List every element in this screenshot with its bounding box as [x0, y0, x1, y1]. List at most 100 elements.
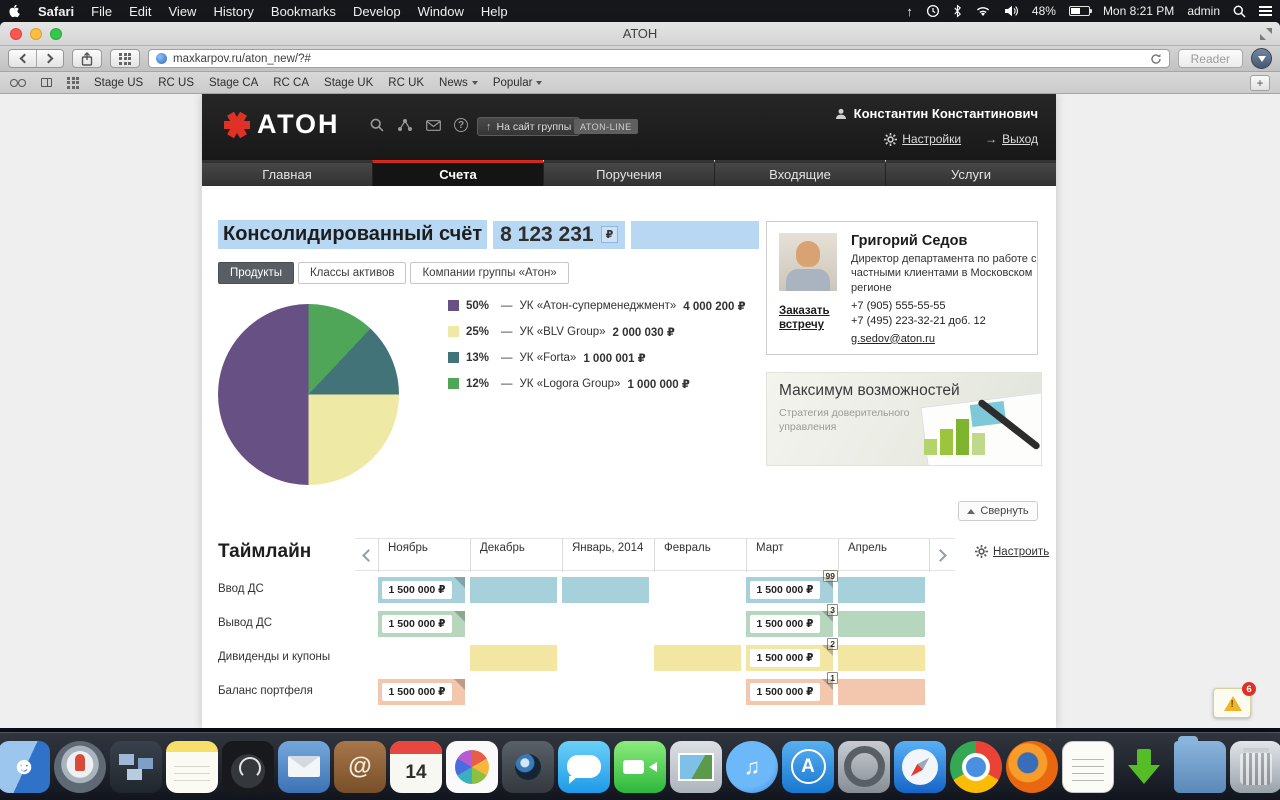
- timeline-next-button[interactable]: [931, 539, 953, 572]
- dock-icon-mail[interactable]: [278, 740, 330, 793]
- manager-email-link[interactable]: g.sedov@aton.ru: [851, 332, 935, 345]
- menubar-item-bookmarks[interactable]: Bookmarks: [270, 3, 336, 19]
- menubar-item-safari[interactable]: Safari: [38, 3, 75, 19]
- dock-icon-preview[interactable]: [670, 740, 722, 793]
- timeline-bar[interactable]: [838, 611, 925, 637]
- timeline-bar[interactable]: 1 500 000 ₽ 3: [746, 604, 838, 637]
- topsites-button[interactable]: [110, 49, 140, 68]
- dock-icon-dashboard[interactable]: [222, 740, 274, 793]
- bluetooth-icon[interactable]: [953, 4, 962, 18]
- bookmark-stage-us[interactable]: Stage US: [94, 76, 144, 89]
- dock-icon-itunes[interactable]: [726, 740, 778, 793]
- menubar-item-window[interactable]: Window: [417, 3, 464, 19]
- settings-link[interactable]: Настройки: [884, 132, 961, 146]
- timeline-configure-link[interactable]: Настроить: [975, 545, 1049, 558]
- reload-button[interactable]: [1150, 53, 1162, 65]
- mail-icon[interactable]: [426, 119, 441, 131]
- topsites-grid-icon[interactable]: [67, 76, 79, 89]
- dock-icon-safari[interactable]: [894, 740, 946, 793]
- group-site-button[interactable]: ↑ На сайт группы: [477, 117, 581, 136]
- collapse-button[interactable]: Свернуть: [958, 501, 1038, 521]
- tab-products[interactable]: Продукты: [218, 262, 294, 284]
- menubar-item-file[interactable]: File: [91, 3, 113, 19]
- timeline-bar[interactable]: [838, 645, 925, 671]
- search-icon[interactable]: [370, 118, 384, 132]
- dock-icon-finder[interactable]: [0, 740, 50, 793]
- bookmarks-icon[interactable]: [41, 78, 52, 87]
- timeline-bar[interactable]: 1 500 000 ₽ 1: [746, 672, 838, 705]
- dock-icon-facetime[interactable]: [614, 740, 666, 793]
- upload-status-icon[interactable]: ↑: [906, 3, 913, 19]
- timeline-prev-button[interactable]: [355, 539, 377, 572]
- dock-icon-textedit[interactable]: [1062, 740, 1114, 793]
- timeline-bar[interactable]: [470, 577, 557, 603]
- reading-list-icon[interactable]: [10, 78, 26, 87]
- close-window-button[interactable]: [10, 28, 22, 40]
- spotlight-icon[interactable]: [1233, 5, 1246, 18]
- dock-icon-calendar[interactable]: 14: [390, 740, 442, 793]
- sitemap-icon[interactable]: [397, 118, 413, 132]
- dock-icon-contacts[interactable]: [334, 740, 386, 793]
- bookmark-popular[interactable]: Popular: [493, 77, 543, 89]
- address-bar[interactable]: maxkarpov.ru/aton_new/?#: [148, 49, 1170, 68]
- timeline-bar[interactable]: 1 500 000 ₽: [378, 679, 465, 705]
- help-icon[interactable]: ?: [454, 118, 468, 132]
- minimize-window-button[interactable]: [30, 28, 42, 40]
- promo-banner[interactable]: Максимум возможностей Стратегия доверите…: [766, 372, 1042, 466]
- menubar-item-help[interactable]: Help: [480, 3, 508, 19]
- dock-icon-notes[interactable]: [166, 740, 218, 793]
- menubar-item-history[interactable]: History: [213, 3, 254, 19]
- dock-icon-mission-control[interactable]: [110, 740, 162, 793]
- new-tab-button[interactable]: +: [1250, 74, 1270, 91]
- dock-icon-downloads[interactable]: [1118, 741, 1170, 793]
- current-user[interactable]: Константин Константинович: [835, 106, 1038, 121]
- timeline-bar[interactable]: 1 500 000 ₽: [378, 611, 465, 637]
- downloads-button[interactable]: [1251, 48, 1272, 69]
- apple-menu-icon[interactable]: [8, 4, 21, 19]
- tab-asset-classes[interactable]: Классы активов: [297, 262, 407, 284]
- timeline-bar[interactable]: 1 500 000 ₽ 2: [746, 638, 838, 671]
- nav-tab-uslugi[interactable]: Услуги: [885, 160, 1056, 186]
- fullscreen-icon[interactable]: [1260, 28, 1272, 40]
- bookmark-stage-uk[interactable]: Stage UK: [324, 76, 374, 89]
- alerts-widget[interactable]: 6: [1213, 682, 1256, 718]
- nav-tab-glavnaya[interactable]: Главная: [202, 160, 372, 186]
- timeline-bar[interactable]: [838, 577, 925, 603]
- aton-line-badge[interactable]: ATON-LINE: [574, 119, 638, 134]
- volume-icon[interactable]: [1004, 5, 1019, 17]
- dock-icon-photo-booth[interactable]: [502, 740, 554, 793]
- bookmark-rc-ca[interactable]: RC CA: [273, 76, 310, 89]
- nav-tab-vhodyashchie[interactable]: Входящие: [714, 160, 885, 186]
- dock-icon-firefox[interactable]: [1006, 740, 1058, 793]
- wifi-icon[interactable]: [975, 5, 991, 17]
- window-titlebar[interactable]: АТОН: [0, 22, 1280, 46]
- book-meeting-link[interactable]: Заказать встречу: [779, 305, 830, 332]
- timeline-bar[interactable]: [562, 577, 649, 603]
- dock-icon-photos[interactable]: [446, 740, 498, 793]
- aton-logo[interactable]: АТОН: [224, 109, 339, 140]
- nav-tab-porucheniya[interactable]: Поручения: [543, 160, 714, 186]
- dock-icon-system-preferences[interactable]: [838, 740, 890, 793]
- share-button[interactable]: [72, 49, 102, 68]
- menubar-user[interactable]: admin: [1187, 4, 1220, 18]
- timeline-bar[interactable]: [470, 645, 557, 671]
- logout-link[interactable]: → Выход: [985, 132, 1038, 146]
- dock-icon-launchpad[interactable]: [54, 740, 106, 793]
- sync-clock-icon[interactable]: [926, 4, 940, 18]
- menubar-clock[interactable]: Mon 8:21 PM: [1102, 4, 1175, 18]
- menubar-item-edit[interactable]: Edit: [129, 3, 152, 19]
- timeline-bar[interactable]: [654, 645, 741, 671]
- bookmark-rc-us[interactable]: RC US: [158, 76, 195, 89]
- bookmark-stage-ca[interactable]: Stage CA: [209, 76, 259, 89]
- dock-icon-trash[interactable]: [1230, 740, 1280, 793]
- battery-icon[interactable]: [1068, 6, 1092, 16]
- url-text[interactable]: maxkarpov.ru/aton_new/?#: [173, 52, 311, 65]
- menubar-item-develop[interactable]: Develop: [352, 3, 401, 19]
- menubar-item-view[interactable]: View: [168, 3, 197, 19]
- forward-button[interactable]: [36, 50, 63, 67]
- nav-tab-scheta[interactable]: Счета: [372, 160, 543, 186]
- dock-icon-app-store[interactable]: [782, 740, 834, 793]
- zoom-window-button[interactable]: [50, 28, 62, 40]
- tab-aton-group-companies[interactable]: Компании группы «Атон»: [410, 262, 569, 284]
- timeline-bar[interactable]: 1 500 000 ₽: [378, 577, 465, 603]
